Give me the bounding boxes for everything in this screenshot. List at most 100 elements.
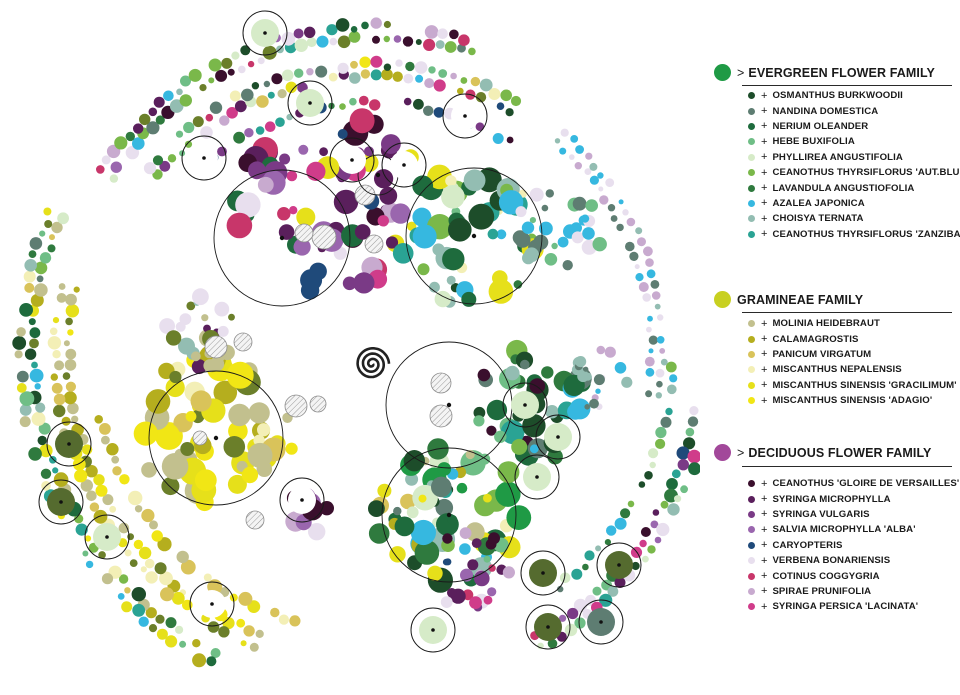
band-plant-circle bbox=[687, 416, 699, 427]
band-plant-circle bbox=[468, 47, 476, 56]
plant-circle bbox=[353, 272, 375, 294]
band-plant-circle bbox=[154, 562, 167, 575]
canopy-center-dot bbox=[213, 435, 219, 441]
tree-ring bbox=[520, 550, 566, 596]
band-plant-circle bbox=[281, 31, 296, 46]
plant-circle bbox=[465, 522, 485, 542]
band-plant-circle bbox=[192, 639, 201, 648]
band-plant-circle bbox=[16, 327, 26, 337]
band-plant-circle bbox=[151, 530, 163, 542]
band-plant-circle bbox=[199, 84, 207, 92]
band-plant-circle bbox=[19, 391, 35, 406]
band-plant-circle bbox=[435, 40, 445, 49]
band-plant-circle bbox=[649, 461, 656, 469]
plus-icon: + bbox=[761, 105, 768, 118]
plant-circle bbox=[483, 555, 491, 563]
band-plant-circle bbox=[564, 623, 578, 637]
species-name: MISCANTHUS SINENSIS 'ADAGIO' bbox=[772, 395, 933, 407]
band-plant-circle bbox=[625, 241, 635, 252]
band-plant-circle bbox=[383, 35, 390, 43]
species-color-dot bbox=[748, 169, 755, 177]
species-name: SPIRAE PRUNIFOLIA bbox=[772, 585, 872, 597]
band-plant-circle bbox=[24, 348, 37, 360]
band-plant-circle bbox=[249, 642, 259, 652]
band-plant-circle bbox=[243, 625, 255, 637]
band-plant-circle bbox=[52, 350, 61, 359]
band-plant-circle bbox=[656, 336, 665, 344]
plant-circle bbox=[201, 314, 209, 322]
plant-circle bbox=[569, 398, 591, 420]
plant-circle bbox=[486, 399, 508, 421]
species-name: CEANOTHUS THYRSIFLORUS 'ZANZIBAR' bbox=[772, 228, 960, 240]
legend-species-item: + LAVANDULA ANGUSTIOFOLIA bbox=[748, 180, 960, 195]
band-plant-circle bbox=[229, 593, 238, 602]
plant-circle bbox=[141, 462, 157, 478]
band-plant-circle bbox=[52, 467, 59, 474]
band-plant-circle bbox=[560, 128, 569, 137]
plant-circle bbox=[483, 595, 493, 605]
band-plant-circle bbox=[460, 77, 468, 84]
species-name: LAVANDULA ANGUSTIOFOLIA bbox=[772, 182, 915, 194]
band-plant-circle bbox=[208, 58, 222, 72]
band-plant-circle bbox=[192, 653, 207, 668]
band-plant-circle bbox=[36, 275, 44, 283]
legend-species-item: + COTINUS COGGYGRIA bbox=[748, 568, 959, 583]
band-plant-circle bbox=[372, 35, 380, 44]
band-plant-circle bbox=[28, 250, 37, 258]
hatched-circle bbox=[233, 332, 253, 352]
canopy-center-dot bbox=[375, 172, 381, 178]
species-color-dot bbox=[748, 199, 755, 207]
plant-circle bbox=[248, 161, 266, 180]
band-plant-circle bbox=[85, 560, 94, 569]
band-plant-circle bbox=[638, 481, 646, 488]
band-plant-circle bbox=[65, 317, 73, 326]
band-plant-circle bbox=[128, 490, 143, 506]
plant-circle bbox=[575, 356, 587, 368]
tree-trunk-dot bbox=[402, 163, 406, 167]
tree-trunk-dot bbox=[210, 602, 214, 606]
plant-circle bbox=[456, 482, 468, 494]
legend-group-evergreen-header: > EVERGREEN FLOWER FAMILY bbox=[714, 64, 935, 81]
band-plant-circle bbox=[648, 448, 659, 459]
plant-circle bbox=[593, 374, 605, 386]
plant-circle bbox=[442, 533, 453, 544]
plant-circle bbox=[214, 301, 230, 317]
plant-circle bbox=[377, 215, 389, 227]
plant-circle bbox=[521, 221, 535, 234]
plus-icon: + bbox=[761, 523, 768, 536]
band-plant-circle bbox=[38, 422, 51, 435]
legend-species-item: + SALVIA MICROPHYLLA 'ALBA' bbox=[748, 522, 959, 537]
canopy-ring bbox=[213, 169, 351, 307]
band-plant-circle bbox=[264, 121, 276, 132]
plant-circle bbox=[529, 187, 544, 202]
plant-circle bbox=[505, 365, 520, 381]
plant-circle bbox=[417, 263, 430, 276]
legend-species-item: + SYRINGA MICROPHYLLA bbox=[748, 491, 959, 506]
plant-circle bbox=[235, 192, 261, 218]
plant-circle bbox=[368, 523, 390, 544]
band-plant-circle bbox=[650, 520, 659, 529]
band-plant-circle bbox=[285, 81, 297, 94]
species-color-dot bbox=[748, 603, 755, 611]
band-plant-circle bbox=[148, 624, 158, 633]
plant-circle bbox=[349, 108, 375, 134]
band-plant-circle bbox=[571, 568, 583, 580]
plant-circle bbox=[257, 176, 274, 193]
band-plant-circle bbox=[29, 368, 44, 383]
hatched-circle bbox=[429, 404, 453, 428]
plus-icon: + bbox=[761, 182, 768, 195]
band-plant-circle bbox=[112, 466, 122, 476]
band-plant-circle bbox=[229, 90, 241, 102]
band-plant-circle bbox=[677, 459, 689, 471]
plus-icon: + bbox=[761, 585, 768, 598]
band-plant-circle bbox=[98, 551, 106, 559]
tree-ring bbox=[84, 514, 130, 560]
band-plant-circle bbox=[361, 21, 369, 30]
plant-circle bbox=[298, 144, 309, 155]
band-plant-circle bbox=[28, 318, 36, 326]
band-plant-circle bbox=[125, 131, 135, 142]
tree-trunk-dot bbox=[67, 442, 71, 446]
band-plant-circle bbox=[680, 485, 688, 494]
band-plant-circle bbox=[255, 126, 265, 135]
band-plant-circle bbox=[62, 372, 71, 380]
